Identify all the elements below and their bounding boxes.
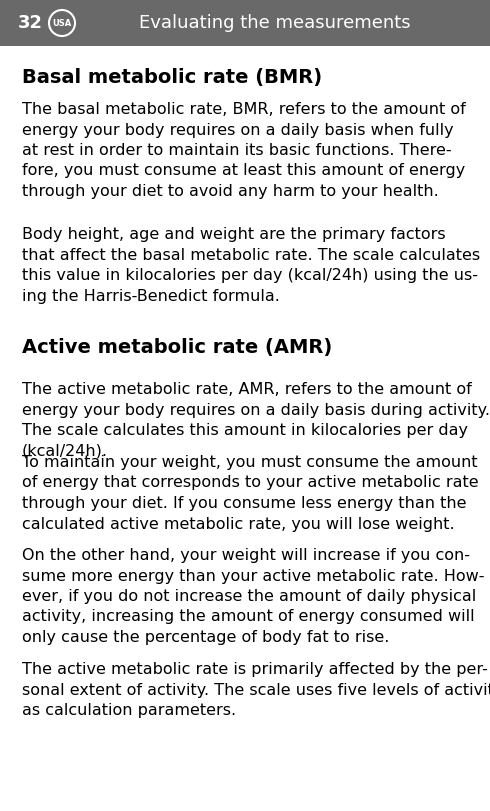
Text: The basal metabolic rate, BMR, refers to the amount of: The basal metabolic rate, BMR, refers to…	[22, 102, 466, 117]
Text: The active metabolic rate, AMR, refers to the amount of: The active metabolic rate, AMR, refers t…	[22, 382, 472, 397]
Text: 32: 32	[18, 14, 43, 32]
Text: Body height, age and weight are the primary factors: Body height, age and weight are the prim…	[22, 227, 445, 242]
Text: this value in kilocalories per day (kcal/24h) using the us-: this value in kilocalories per day (kcal…	[22, 268, 478, 283]
Text: The scale calculates this amount in kilocalories per day: The scale calculates this amount in kilo…	[22, 423, 468, 438]
Text: that affect the basal metabolic rate. The scale calculates: that affect the basal metabolic rate. Th…	[22, 247, 480, 263]
Circle shape	[49, 10, 75, 36]
Text: sume more energy than your active metabolic rate. How-: sume more energy than your active metabo…	[22, 569, 485, 583]
Bar	[0, 0, 490, 46]
Text: sonal extent of activity. The scale uses five levels of activity: sonal extent of activity. The scale uses…	[22, 683, 490, 697]
Text: Basal metabolic rate (BMR): Basal metabolic rate (BMR)	[22, 68, 322, 87]
Text: energy your body requires on a daily basis during activity.: energy your body requires on a daily bas…	[22, 402, 490, 418]
Text: To maintain your weight, you must consume the amount: To maintain your weight, you must consum…	[22, 455, 478, 470]
Text: as calculation parameters.: as calculation parameters.	[22, 703, 236, 718]
Text: (kcal/24h).: (kcal/24h).	[22, 444, 108, 458]
Text: Active metabolic rate (AMR): Active metabolic rate (AMR)	[22, 338, 332, 357]
Text: activity, increasing the amount of energy consumed will: activity, increasing the amount of energ…	[22, 610, 475, 624]
Text: only cause the percentage of body fat to rise.: only cause the percentage of body fat to…	[22, 630, 390, 645]
Text: fore, you must consume at least this amount of energy: fore, you must consume at least this amo…	[22, 164, 465, 178]
Text: through your diet. If you consume less energy than the: through your diet. If you consume less e…	[22, 496, 466, 511]
Text: of energy that corresponds to your active metabolic rate: of energy that corresponds to your activ…	[22, 475, 479, 491]
Text: calculated active metabolic rate, you will lose weight.: calculated active metabolic rate, you wi…	[22, 517, 455, 531]
Text: The active metabolic rate is primarily affected by the per-: The active metabolic rate is primarily a…	[22, 662, 488, 677]
Text: USA: USA	[52, 19, 72, 28]
Text: energy your body requires on a daily basis when fully: energy your body requires on a daily bas…	[22, 122, 454, 138]
Text: ever, if you do not increase the amount of daily physical: ever, if you do not increase the amount …	[22, 589, 476, 604]
Text: On the other hand, your weight will increase if you con-: On the other hand, your weight will incr…	[22, 548, 470, 563]
Text: through your diet to avoid any harm to your health.: through your diet to avoid any harm to y…	[22, 184, 439, 199]
Text: ing the Harris-Benedict formula.: ing the Harris-Benedict formula.	[22, 289, 280, 303]
Text: Evaluating the measurements: Evaluating the measurements	[139, 14, 411, 32]
Text: at rest in order to maintain its basic functions. There-: at rest in order to maintain its basic f…	[22, 143, 452, 158]
